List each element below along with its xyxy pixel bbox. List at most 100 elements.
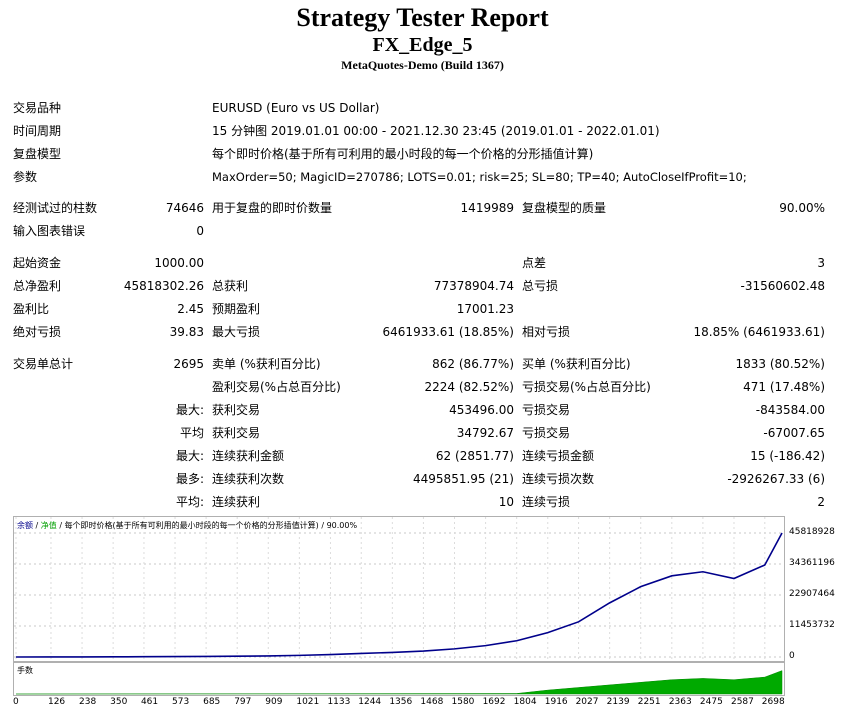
deposit-value: 1000.00 bbox=[154, 256, 204, 270]
net-profit-value: 45818302.26 bbox=[123, 279, 204, 293]
x-tick-label: 1916 bbox=[544, 697, 568, 707]
rel-drawdown-value: 18.85% (6461933.61) bbox=[693, 325, 825, 339]
loss-trades-label: 亏损交易(%占总百分比) bbox=[522, 380, 651, 394]
y-tick-label: 45818928 bbox=[789, 527, 835, 537]
abs-drawdown-value: 39.83 bbox=[169, 325, 204, 339]
spread-value: 3 bbox=[817, 256, 825, 270]
net-profit-label: 总净盈利 bbox=[13, 279, 62, 293]
short-positions-value: 862 (86.77%) bbox=[432, 357, 514, 371]
quality-label: 复盘模型的质量 bbox=[522, 201, 607, 215]
x-tick-label: 909 bbox=[265, 697, 283, 707]
largest-loss-label: 亏损交易 bbox=[522, 403, 571, 417]
max-amount-prefix: 最多: bbox=[175, 472, 204, 486]
lots-area bbox=[15, 670, 783, 695]
max-amount-loss-label: 连续亏损次数 bbox=[522, 472, 595, 486]
loss-trades-value: 471 (17.48%) bbox=[743, 380, 825, 394]
deposit-label: 起始资金 bbox=[13, 256, 62, 270]
bars-value: 74646 bbox=[165, 201, 204, 215]
short-positions-label: 卖单 (%获利百分比) bbox=[212, 357, 321, 371]
y-tick-label: 11453732 bbox=[789, 620, 835, 630]
mismatch-label: 输入图表错误 bbox=[13, 224, 86, 238]
x-tick-label: 1468 bbox=[420, 697, 444, 707]
model-label: 复盘模型 bbox=[13, 147, 62, 161]
period-value: 15 分钟图 2019.01.01 00:00 - 2021.12.30 23:… bbox=[212, 124, 660, 138]
legend-balance: 余额 bbox=[17, 521, 33, 530]
lots-label: 手数 bbox=[17, 666, 33, 675]
balance-chart-svg bbox=[14, 517, 784, 661]
largest-win-value: 453496.00 bbox=[449, 403, 514, 417]
balance-chart: 余额 / 净值 / 每个即时价格(基于所有可利用的最小时段的每一个价格的分形插值… bbox=[13, 516, 785, 662]
symbol-value: EURUSD (Euro vs US Dollar) bbox=[212, 101, 380, 115]
total-trades-label: 交易单总计 bbox=[13, 357, 74, 371]
legend-separator: / bbox=[56, 521, 65, 530]
build-info: MetaQuotes-Demo (Build 1367) bbox=[341, 58, 504, 72]
profit-factor-value: 2.45 bbox=[177, 302, 204, 316]
profit-trades-label: 盈利交易(%占总百分比) bbox=[212, 380, 341, 394]
lots-chart: 手数 bbox=[13, 662, 785, 696]
avg-win-value: 34792.67 bbox=[456, 426, 514, 440]
expert-name: FX_Edge_5 bbox=[372, 34, 473, 56]
symbol-label: 交易品种 bbox=[13, 101, 62, 115]
total-trades-value: 2695 bbox=[173, 357, 204, 371]
gross-profit-label: 总获利 bbox=[212, 279, 249, 293]
x-tick-label: 350 bbox=[110, 697, 128, 707]
spread-label: 点差 bbox=[522, 256, 547, 270]
largest-loss-value: -843584.00 bbox=[755, 403, 825, 417]
mismatch-value: 0 bbox=[196, 224, 204, 238]
avg-cons-loss-value: 2 bbox=[817, 495, 825, 509]
x-tick-label: 797 bbox=[234, 697, 252, 707]
x-tick-label: 1021 bbox=[296, 697, 320, 707]
largest-prefix: 最大: bbox=[175, 403, 204, 417]
profit-trades-value: 2224 (82.52%) bbox=[424, 380, 514, 394]
x-tick-label: 2139 bbox=[606, 697, 630, 707]
quality-value: 90.00% bbox=[779, 201, 825, 215]
x-tick-label: 2251 bbox=[637, 697, 661, 707]
largest-win-label: 获利交易 bbox=[212, 403, 261, 417]
period-label: 时间周期 bbox=[13, 124, 62, 138]
legend-equity: 净值 bbox=[40, 521, 57, 530]
y-tick-label: 34361196 bbox=[789, 558, 835, 568]
max-cons-win-label: 连续获利金额 bbox=[212, 449, 285, 463]
lots-chart-svg bbox=[15, 670, 783, 695]
avg-loss-label: 亏损交易 bbox=[522, 426, 571, 440]
x-tick-label: 1580 bbox=[451, 697, 475, 707]
max-drawdown-label: 最大亏损 bbox=[212, 325, 261, 339]
x-tick-label: 461 bbox=[140, 697, 159, 707]
expected-payoff-label: 预期盈利 bbox=[212, 302, 261, 316]
bars-label: 经测试过的柱数 bbox=[13, 201, 98, 215]
report-title: Strategy Tester Report bbox=[296, 3, 549, 32]
ticks-value: 1419989 bbox=[460, 201, 514, 215]
x-tick-label: 126 bbox=[47, 697, 66, 707]
max-amount-loss-value: -2926267.33 (6) bbox=[727, 472, 825, 486]
x-tick-label: 573 bbox=[172, 697, 190, 707]
x-tick-label: 2475 bbox=[699, 697, 723, 707]
x-tick-label: 1133 bbox=[327, 697, 351, 707]
avg-cons-win-value: 10 bbox=[498, 495, 514, 509]
model-value: 每个即时价格(基于所有可利用的最小时段的每一个价格的分形插值计算) bbox=[212, 147, 594, 161]
x-tick-label: 1692 bbox=[482, 697, 506, 707]
max-amount-win-value: 4495851.95 (21) bbox=[413, 472, 514, 486]
max-cons-loss-label: 连续亏损金额 bbox=[522, 449, 595, 463]
y-tick-label: 0 bbox=[789, 651, 795, 661]
x-tick-label: 1804 bbox=[513, 697, 537, 707]
long-positions-label: 买单 (%获利百分比) bbox=[522, 357, 631, 371]
ticks-label: 用于复盘的即时价数量 bbox=[212, 201, 333, 215]
rel-drawdown-label: 相对亏损 bbox=[522, 325, 571, 339]
average-prefix: 平均 bbox=[179, 426, 204, 440]
x-tick-label: 2363 bbox=[668, 697, 692, 707]
avg-cons-prefix: 平均: bbox=[175, 495, 204, 509]
y-tick-label: 22907464 bbox=[789, 589, 835, 599]
x-tick-label: 238 bbox=[79, 697, 97, 707]
x-tick-label: 685 bbox=[203, 697, 221, 707]
x-tick-label: 1244 bbox=[358, 697, 382, 707]
max-amount-win-label: 连续获利次数 bbox=[212, 472, 285, 486]
chart-legend: 余额 / 净值 / 每个即时价格(基于所有可利用的最小时段的每一个价格的分形插值… bbox=[17, 520, 357, 531]
max-cons-win-value: 62 (2851.77) bbox=[435, 449, 514, 463]
balance-line bbox=[15, 532, 783, 658]
x-tick-label: 0 bbox=[13, 697, 19, 707]
x-tick-label: 2698 bbox=[761, 697, 785, 707]
avg-cons-win-label: 连续获利 bbox=[212, 495, 261, 509]
x-tick-label: 1356 bbox=[389, 697, 413, 707]
legend-model: 每个即时价格(基于所有可利用的最小时段的每一个价格的分形插值计算) / 90.0… bbox=[64, 521, 358, 530]
avg-cons-loss-label: 连续亏损 bbox=[522, 495, 571, 509]
